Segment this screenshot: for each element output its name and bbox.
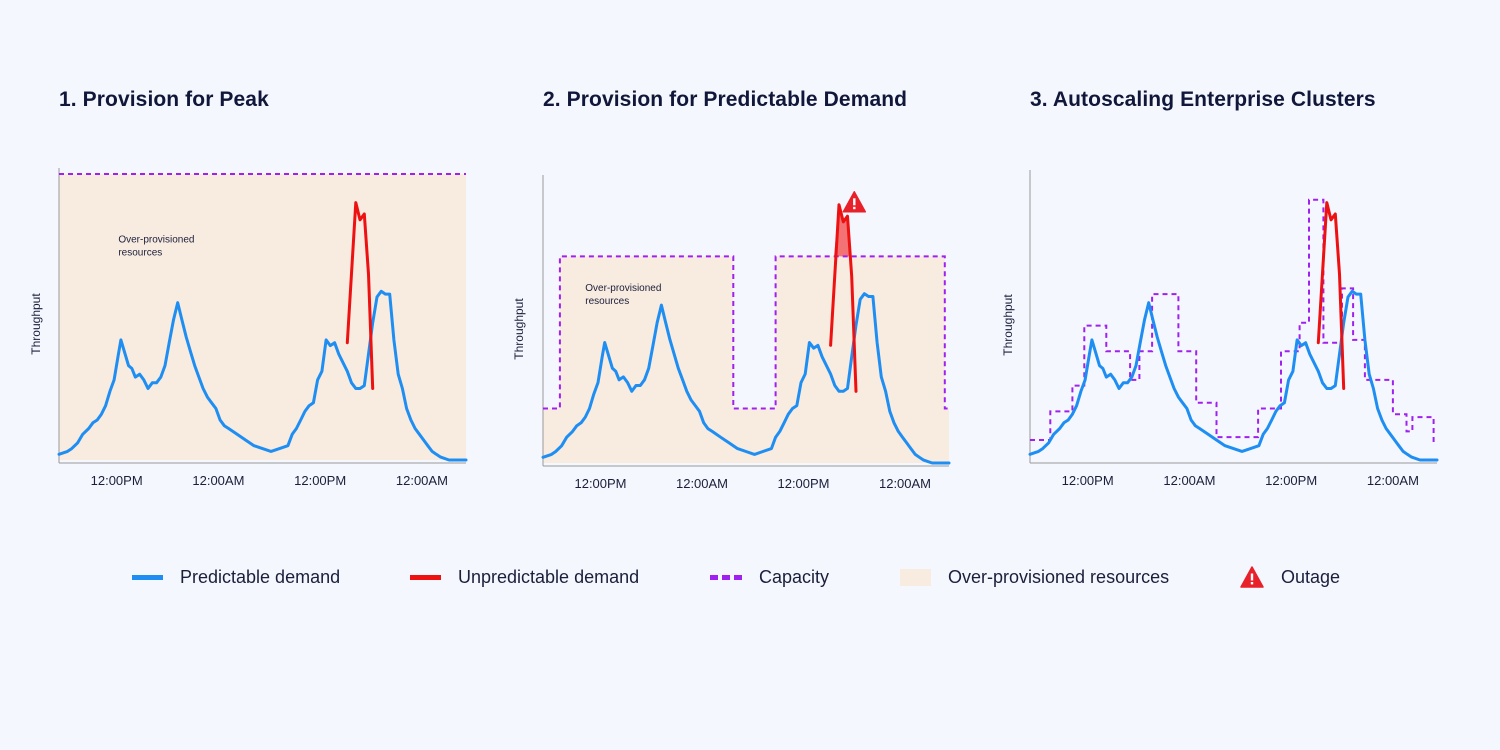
x-tick-label: 12:00AM: [676, 476, 728, 491]
y-axis-label: Throughput: [29, 293, 43, 355]
x-tick-label: 12:00AM: [192, 473, 244, 488]
legend-capacity-swatch: [710, 574, 742, 580]
legend-unpredictable: Unpredictable demand: [410, 562, 639, 592]
legend-unpredictable-swatch: [410, 574, 441, 580]
legend-overprovisioned: Over-provisioned resources: [900, 562, 1169, 592]
chart-3: Throughput 12:00PM 12:00AM 12:00PM 12:00AM: [1001, 170, 1439, 488]
x-tick-label: 12:00PM: [294, 473, 346, 488]
x-tick-label: 12:00AM: [396, 473, 448, 488]
x-tick-label: 12:00PM: [91, 473, 143, 488]
panel-1-title: 1. Provision for Peak: [59, 88, 269, 111]
warning-dot: [853, 206, 856, 210]
legend-overprovisioned-swatch: [900, 568, 931, 586]
y-axis-label: Throughput: [1001, 294, 1015, 356]
x-tick-label: 12:00PM: [574, 476, 626, 491]
legend-outage-label: Outage: [1281, 566, 1341, 587]
y-axis-label: Throughput: [512, 298, 526, 360]
x-tick-label: 12:00PM: [777, 476, 829, 491]
legend-predictable-label: Predictable demand: [180, 566, 341, 587]
predictable-demand-line: [1028, 289, 1439, 462]
legend-capacity: Capacity: [710, 562, 829, 592]
capacity-line: [1030, 198, 1435, 443]
overprovisioned-annotation: resources: [118, 248, 162, 259]
warning-triangle-icon: [1240, 566, 1264, 588]
overprovisioned-area: [59, 174, 466, 460]
legend-predictable: Predictable demand: [132, 562, 340, 592]
chart-2: Throughput 12:00PM 12:00AM 12:00PM 12:00AM Ov…: [512, 175, 951, 491]
legend-capacity-label: Capacity: [759, 566, 830, 587]
legend: Predictable demand Unpredictable demand …: [0, 562, 1500, 592]
predictable-demand-line: [57, 289, 468, 462]
outage-warning-icon: [842, 191, 867, 213]
panel-3-title: 3. Autoscaling Enterprise Clusters: [1030, 88, 1376, 111]
panel-2-title: 2. Provision for Predictable Demand: [543, 88, 908, 111]
overprovisioned-annotation: resources: [585, 296, 629, 307]
legend-unpredictable-label: Unpredictable demand: [458, 566, 640, 587]
legend-outage: Outage: [1240, 562, 1340, 592]
x-tick-label: 12:00AM: [879, 476, 931, 491]
overprovisioned-annotation: Over-provisioned: [118, 235, 194, 246]
warning-mark: [853, 198, 856, 206]
unpredictable-demand-line: [345, 201, 375, 390]
overprovisioned-area: [543, 256, 949, 463]
overprovisioned-annotation: Over-provisioned: [585, 283, 661, 294]
capacity-line: [543, 255, 949, 410]
legend-predictable-swatch: [132, 574, 163, 580]
chart-1: Throughput 12:00PM 12:00AM 12:00PM 12:00AM Ov…: [29, 168, 468, 488]
x-tick-label: 12:00PM: [1062, 473, 1114, 488]
x-tick-label: 12:00AM: [1367, 473, 1419, 488]
legend-overprovisioned-label: Over-provisioned resources: [948, 566, 1170, 587]
x-tick-label: 12:00PM: [1265, 473, 1317, 488]
unpredictable-demand-line: [1316, 201, 1346, 390]
predictable-demand-line: [541, 292, 951, 465]
unpredictable-demand-line: [829, 203, 858, 393]
x-tick-label: 12:00AM: [1163, 473, 1215, 488]
